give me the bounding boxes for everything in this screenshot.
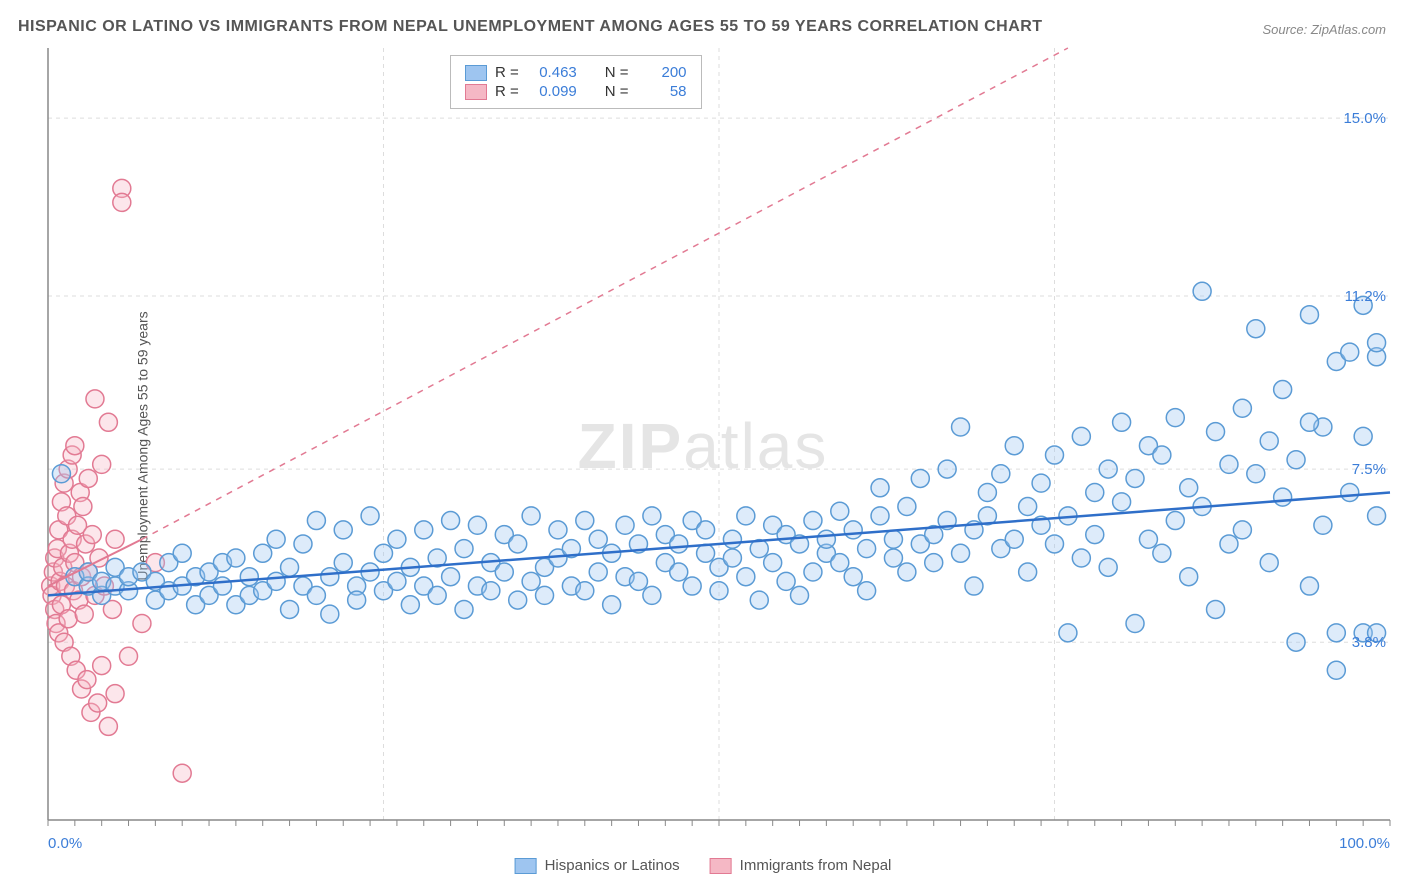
- n-label: N =: [605, 83, 629, 100]
- r-label: R =: [495, 83, 519, 100]
- n-value-1: 200: [637, 64, 687, 81]
- legend-item-1: Hispanics or Latinos: [515, 857, 680, 874]
- legend-item-2: Immigrants from Nepal: [710, 857, 892, 874]
- r-value-2: 0.099: [527, 83, 577, 100]
- legend-swatch-1: [515, 858, 537, 874]
- stats-row-series-1: R = 0.463 N = 200: [465, 64, 687, 81]
- legend-label-1: Hispanics or Latinos: [545, 857, 680, 874]
- r-value-1: 0.463: [527, 64, 577, 81]
- svg-text:100.0%: 100.0%: [1339, 835, 1390, 852]
- correlation-chart: HISPANIC OR LATINO VS IMMIGRANTS FROM NE…: [0, 0, 1406, 892]
- svg-text:3.8%: 3.8%: [1352, 634, 1386, 651]
- svg-text:11.2%: 11.2%: [1345, 288, 1386, 305]
- svg-text:0.0%: 0.0%: [48, 835, 82, 852]
- stats-box: R = 0.463 N = 200 R = 0.099 N = 58: [450, 55, 702, 109]
- legend-swatch-2: [710, 858, 732, 874]
- stats-swatch-2: [465, 84, 487, 100]
- n-label: N =: [605, 64, 629, 81]
- r-label: R =: [495, 64, 519, 81]
- legend: Hispanics or Latinos Immigrants from Nep…: [515, 857, 892, 874]
- svg-text:7.5%: 7.5%: [1352, 461, 1386, 478]
- svg-text:15.0%: 15.0%: [1343, 110, 1386, 127]
- stats-row-series-2: R = 0.099 N = 58: [465, 83, 687, 100]
- n-value-2: 58: [637, 83, 687, 100]
- stats-swatch-1: [465, 65, 487, 81]
- plot-svg: 3.8% 7.5% 11.2% 15.0% 0.0% 100.0%: [0, 0, 1406, 892]
- legend-label-2: Immigrants from Nepal: [740, 857, 892, 874]
